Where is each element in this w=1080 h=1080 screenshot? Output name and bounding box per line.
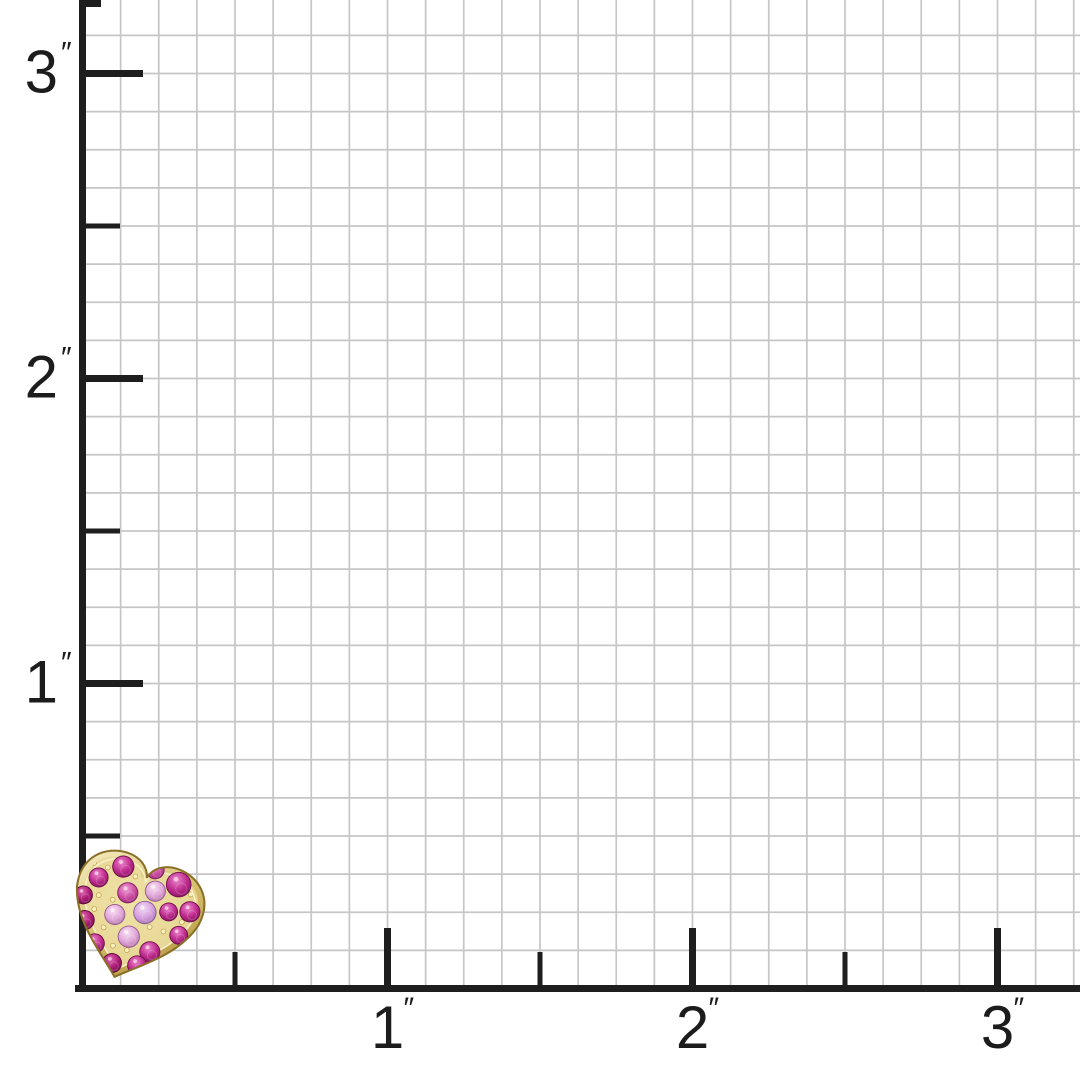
gem-sparkle <box>173 876 179 882</box>
gem-sparkle <box>151 884 156 889</box>
y-axis-label: 2 <box>25 344 58 411</box>
inch-unit-mark: ″ <box>61 647 72 680</box>
y-major-tick <box>86 680 143 687</box>
gem-sparkle <box>107 956 112 961</box>
gemstone <box>104 903 126 926</box>
gem-facet-hint <box>109 961 119 972</box>
y-major-tick <box>86 70 143 77</box>
gold-bead <box>100 924 107 931</box>
x-axis-label: 3 <box>981 994 1014 1061</box>
y-axis-label: 3 <box>25 39 58 106</box>
inch-unit-mark: ″ <box>404 992 415 1025</box>
pave-gemstones <box>74 855 201 976</box>
gem-sparkle <box>124 929 129 935</box>
x-major-tick <box>994 928 1001 985</box>
y-minor-tick <box>86 528 120 534</box>
gold-bead <box>68 929 75 935</box>
x-major-tick <box>384 928 391 985</box>
gem-sparkle <box>110 908 115 913</box>
gold-bead <box>146 924 153 930</box>
y-major-tick <box>86 375 143 382</box>
gold-bead <box>95 892 102 898</box>
gem-facet-hint <box>186 910 198 921</box>
x-axis-label: 2 <box>676 994 709 1061</box>
gold-bead <box>161 974 167 981</box>
axes <box>75 0 1080 992</box>
inch-unit-mark: ″ <box>1014 992 1025 1025</box>
x-minor-tick <box>232 952 238 985</box>
x-major-tick <box>689 928 696 985</box>
gemstone <box>179 901 201 923</box>
gemstone <box>88 867 109 888</box>
gemstone <box>139 941 161 963</box>
gem-sparkle <box>79 889 84 893</box>
y-axis-label: 1 <box>25 649 58 716</box>
y-axis-line <box>79 0 86 992</box>
gem-facet-hint <box>146 950 158 961</box>
inch-unit-mark: ″ <box>61 342 72 375</box>
gem-sparkle <box>164 906 169 910</box>
gemstone <box>144 880 166 902</box>
gem-facet-hint <box>120 864 131 876</box>
x-minor-tick <box>842 952 848 985</box>
gem-facet-hint <box>165 910 176 920</box>
gold-bead <box>165 960 172 967</box>
gem-facet-hint <box>141 910 153 922</box>
gold-bead <box>64 943 70 949</box>
gem-sparkle <box>133 959 137 964</box>
gold-bead <box>95 846 102 852</box>
measurement-grid <box>86 0 1080 985</box>
tick-marks <box>86 70 1001 985</box>
gold-bead <box>179 919 185 925</box>
gold-bead <box>132 873 139 880</box>
gemstone <box>117 882 139 904</box>
gold-bead <box>110 942 116 949</box>
gem-facet-hint <box>124 891 135 902</box>
gold-bead <box>104 864 111 871</box>
gem-sparkle <box>123 886 128 891</box>
gem-sparkle <box>151 864 155 868</box>
heart-earring-photo <box>51 839 215 998</box>
gem-facet-hint <box>80 893 90 903</box>
gold-bead <box>160 928 167 935</box>
gem-sparkle <box>145 945 150 950</box>
gold-bead <box>124 947 130 953</box>
inch-unit-mark: ″ <box>709 992 720 1025</box>
gemstone <box>165 871 192 898</box>
y-minor-tick <box>86 223 120 229</box>
gold-bead <box>91 906 97 912</box>
gemstone <box>159 902 179 922</box>
gem-facet-hint <box>152 889 163 900</box>
gold-bead <box>147 970 153 976</box>
gem-facet-hint <box>125 934 137 946</box>
gold-bead <box>109 896 116 903</box>
gemstone <box>117 925 140 948</box>
gem-sparkle <box>185 905 190 910</box>
gem-sparkle <box>118 859 124 865</box>
y-axis-top-tick-stub <box>86 0 101 7</box>
gem-sparkle <box>174 929 179 934</box>
gem-sparkle <box>94 871 99 876</box>
gemstone <box>133 900 157 925</box>
y-minor-tick <box>86 833 120 839</box>
gem-facet-hint <box>95 875 106 886</box>
gemstone <box>112 855 135 878</box>
x-axis-label: 1 <box>371 994 404 1061</box>
x-axis-line <box>75 985 1080 992</box>
axis-labels: 1 ″2 ″3 ″1 ″ 2 ″ 3 ″ <box>25 37 1025 1062</box>
gem-facet-hint <box>175 882 188 895</box>
inch-unit-mark: ″ <box>61 37 72 70</box>
x-minor-tick <box>537 952 543 985</box>
gem-facet-hint <box>111 912 123 923</box>
gem-sparkle <box>140 905 145 910</box>
gem-facet-hint <box>175 933 186 943</box>
